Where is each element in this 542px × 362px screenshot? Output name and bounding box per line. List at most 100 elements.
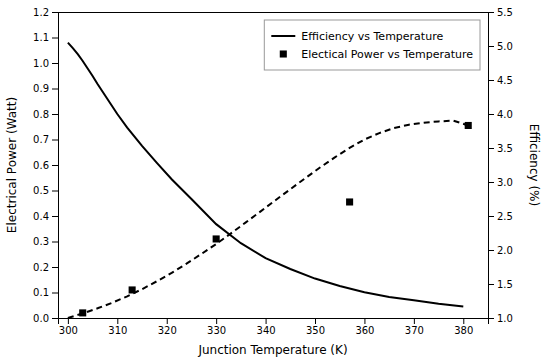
legend-label: Efficiency vs Temperature [301,30,443,43]
y2-axis-tick: 5.0 [488,41,513,52]
x-axis-tick-label: 380 [454,325,473,336]
x-axis-tick-label: 310 [108,325,127,336]
x-axis-tick-mark [364,318,365,324]
legend-label: Electical Power vs Temperature [301,48,473,61]
y-axis-tick: 0.5 [33,185,58,196]
x-axis-line [59,319,489,325]
x-axis-tick-label: 360 [355,325,374,336]
y-axis-tick: 1.0 [33,58,58,69]
x-axis-tick: 300 [59,318,78,336]
y2-axis-tick-label: 1.5 [497,279,513,290]
y-axis-tick: 1.2 [33,7,58,18]
y-axis-tick-mark [52,293,58,294]
y-axis-tick-label: 1.0 [33,58,49,69]
x-axis-tick-label: 300 [59,325,78,336]
y-axis-tick: 0.7 [33,134,58,145]
y-axis-tick-label: 1.1 [33,32,49,43]
y-axis: 0.0 0.1 0.2 0.3 0.4 0.5 0.6 0.7 0.8 0.9 1.0 1.1 1.2 [33,7,58,324]
y-axis-tick-mark [52,63,58,64]
y2-axis-tick: 2.5 [488,211,513,222]
x-axis-tick-mark [266,318,267,324]
x-axis-tick-label: 370 [405,325,424,336]
series-line [68,43,463,307]
y-axis-tick: 0.3 [33,236,58,247]
y2-axis-tick-mark [488,46,494,47]
x-axis-tick-label: 350 [306,325,325,336]
x-axis: 300 310 320 330 340 350 360 370 380 [59,318,489,336]
y2-axis-tick-label: 5.0 [497,41,513,52]
scatter-point [346,198,353,205]
y-axis-tick: 0.4 [33,211,58,222]
chart: 3003103203303403503603703800.00.10.20.30… [0,0,542,362]
y2-axis-title: Efficiency (%) [527,124,541,206]
y-axis-tick-label: 0.1 [33,287,49,298]
x-axis-tick-mark [117,318,118,324]
y2-axis-tick: 1.5 [488,279,513,290]
y2-axis-tick: 3.5 [488,143,513,154]
y2-axis-tick-mark [488,250,494,251]
y2-axis-tick: 4.0 [488,109,513,120]
x-axis-tick-mark [167,318,168,324]
y2-axis: 1.01.52.02.53.03.54.04.55.05.5 [488,7,513,324]
x-axis-tick: 380 [454,318,473,336]
series-line [68,121,468,318]
scatter-point [465,122,472,129]
y-axis-tick-label: 0.6 [33,160,49,171]
y2-axis-tick: 5.5 [488,7,513,18]
y2-axis-tick: 2.0 [488,245,513,256]
y-axis-tick-mark [52,165,58,166]
x-axis-title: Junction Temperature (K) [197,343,347,357]
x-axis-tick-label: 320 [158,325,177,336]
y2-axis-tick-mark [488,148,494,149]
y-axis-tick: 1.1 [33,32,58,43]
scatter-point [129,286,136,293]
y2-axis-tick-label: 3.5 [497,143,513,154]
y-axis-tick-mark [52,89,58,90]
y2-axis-tick: 4.5 [488,75,513,86]
x-axis-tick: 330 [207,318,226,336]
y2-axis-tick-mark [488,114,494,115]
x-axis-tick: 320 [158,318,177,336]
y2-axis-tick-mark [488,182,494,183]
y-axis-tick-mark [52,140,58,141]
y-axis-tick-label: 0.7 [33,134,49,145]
y-axis-tick-mark [52,318,58,319]
y2-axis-tick-mark [488,318,494,319]
y-axis-tick-mark [52,38,58,39]
y-axis-tick: 0.0 [33,313,58,324]
x-axis-tick-mark [463,318,464,324]
y2-axis-tick-label: 4.5 [497,75,513,86]
x-axis-tick-mark [68,318,69,324]
y-axis-tick: 0.8 [33,109,58,120]
x-axis-tick-mark [414,318,415,324]
x-axis-tick: 370 [405,318,424,336]
y-axis-title: Electrical Power (Watt) [5,97,19,233]
y-axis-tick-mark [52,191,58,192]
y2-axis-tick-mark [488,216,494,217]
x-axis-tick-label: 330 [207,325,226,336]
y-axis-tick-label: 0.4 [33,211,49,222]
y-axis-tick-mark [52,267,58,268]
x-axis-tick-label: 340 [257,325,276,336]
y2-axis-tick-mark [488,284,494,285]
y-axis-tick-label: 0.5 [33,185,49,196]
x-axis-tick: 340 [257,318,276,336]
x-axis-tick: 350 [306,318,325,336]
y-axis-tick: 0.2 [33,262,58,273]
y2-axis-tick-label: 4.0 [497,109,513,120]
y2-axis-tick-label: 2.0 [497,245,513,256]
y2-axis-line [489,13,495,319]
y2-axis-tick-label: 2.5 [497,211,513,222]
y-axis-tick-label: 0.3 [33,236,49,247]
y-axis-tick-label: 0.9 [33,83,49,94]
scatter-point [213,235,220,242]
y-axis-tick-mark [52,114,58,115]
x-axis-tick-mark [216,318,217,324]
y2-axis-tick: 1.0 [488,313,513,324]
y-axis-tick-label: 0.2 [33,262,49,273]
y-axis-tick: 0.6 [33,160,58,171]
legend-swatch [271,35,295,37]
legend: Efficiency vs Temperature Electical Power… [264,20,480,70]
x-axis-tick: 310 [108,318,127,336]
y-axis-line [52,13,59,319]
